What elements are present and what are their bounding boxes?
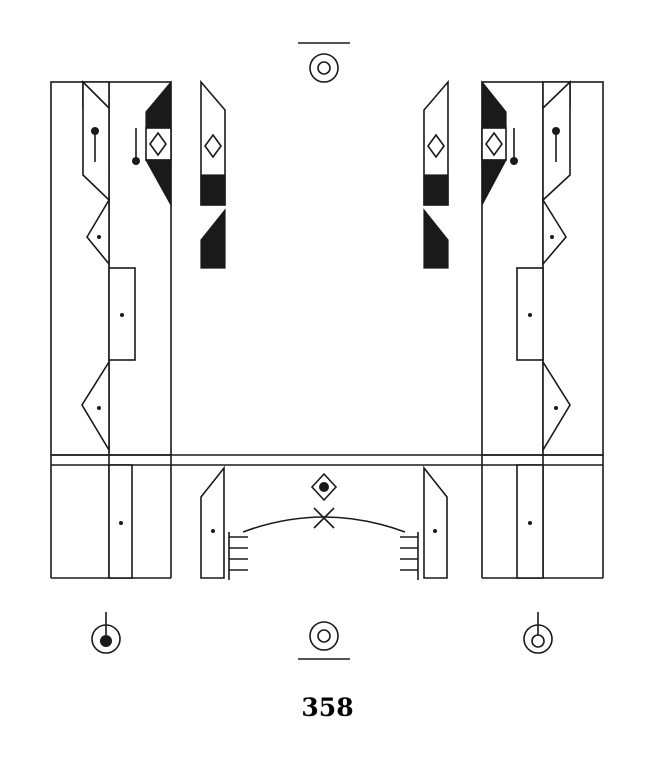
left-secondary-staff xyxy=(200,79,226,269)
lower-right-staff xyxy=(516,464,544,579)
diamond-icon xyxy=(427,133,445,159)
back-sign-icon xyxy=(298,621,350,660)
diamond-icon xyxy=(149,131,167,157)
diamond-icon xyxy=(485,131,503,157)
left-pin-icon xyxy=(91,612,121,654)
right-secondary-staff xyxy=(423,79,449,269)
bar-line xyxy=(51,454,603,466)
left-inner-symbols xyxy=(144,80,172,208)
right-tick-marks xyxy=(400,532,419,580)
left-tick-marks xyxy=(228,532,248,580)
diamond-icon xyxy=(204,133,222,159)
diamond-dot-icon xyxy=(310,472,338,502)
lower-left-inner xyxy=(200,465,248,580)
lower-left-staff xyxy=(108,464,133,579)
left-column-symbols xyxy=(81,80,140,453)
lower-right-inner xyxy=(400,465,448,580)
page-number: 358 xyxy=(301,693,354,722)
front-sign-icon xyxy=(298,42,350,83)
center-path xyxy=(242,472,406,533)
right-column-symbols xyxy=(510,80,571,453)
right-pin-icon xyxy=(523,612,553,654)
right-inner-symbols xyxy=(481,80,507,206)
